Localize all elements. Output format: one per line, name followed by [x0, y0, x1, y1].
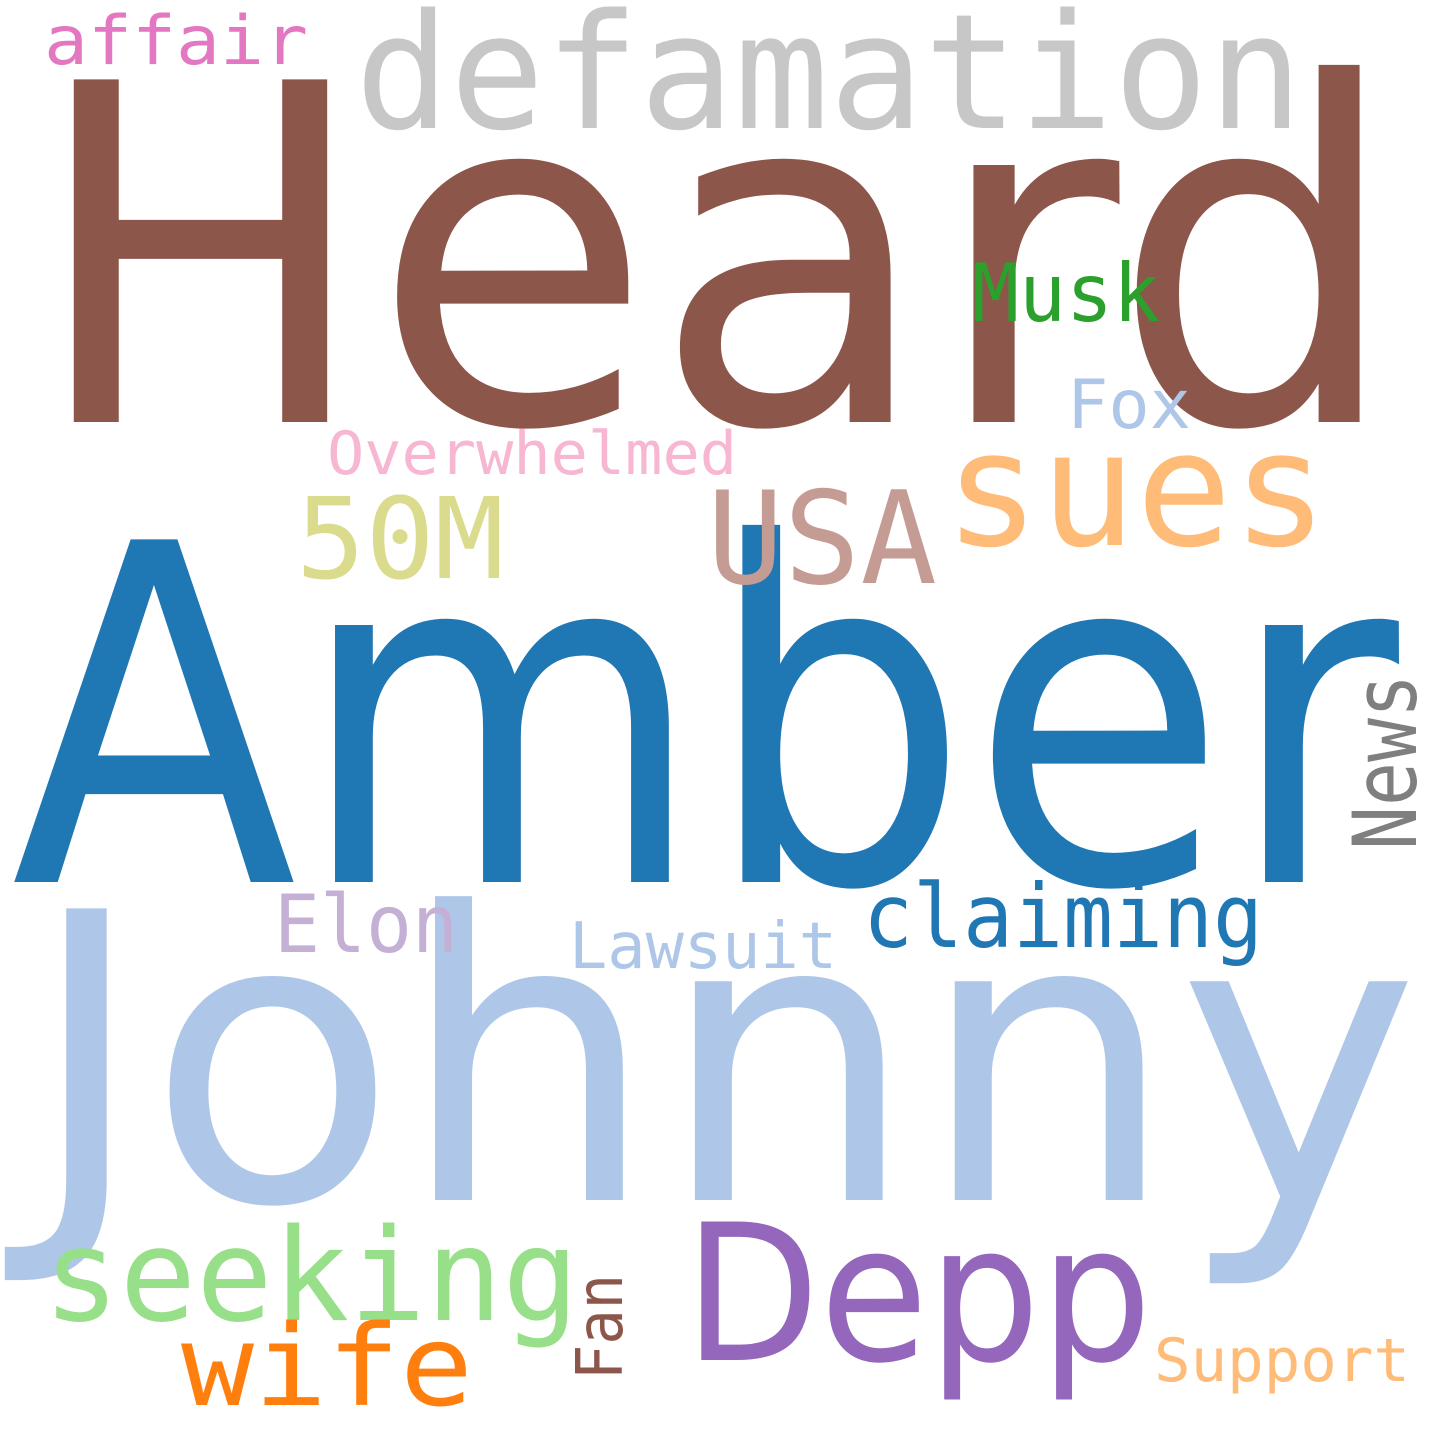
word-usa: USA: [707, 465, 937, 614]
word-claiming: claiming: [863, 865, 1263, 968]
word-depp: Depp: [684, 1184, 1152, 1405]
word-affair: affair: [44, 2, 308, 81]
word-lawsuit: Lawsuit: [569, 910, 837, 984]
word-defamation: defamation: [355, 0, 1303, 166]
word-fan: Fan: [564, 1274, 638, 1380]
word-sues: sues: [944, 396, 1328, 583]
word-musk: Musk: [972, 247, 1160, 340]
word-news: News: [1334, 674, 1437, 850]
word-wife: wife: [181, 1302, 473, 1432]
word-amber: Amber: [11, 446, 1403, 993]
word-seeking: seeking: [43, 1202, 579, 1351]
word-overwhelmed: Overwhelmed: [327, 419, 737, 489]
word-elon: Elon: [274, 878, 458, 971]
word-johnny: Johnny: [0, 830, 1420, 1295]
word-support: Support: [1154, 1326, 1410, 1396]
word-50m: 50M: [296, 475, 504, 605]
word-fox: Fox: [1067, 366, 1191, 445]
word-heard: Heard: [29, 0, 1401, 533]
